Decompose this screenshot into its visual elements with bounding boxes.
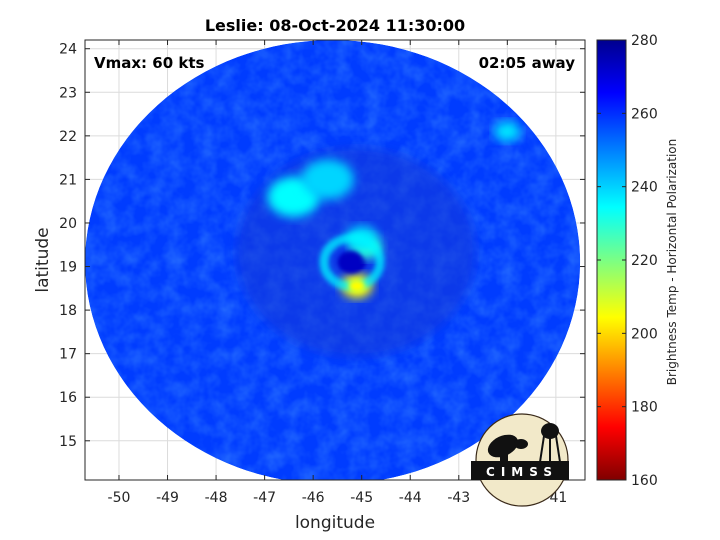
outer-band-northwest-cell [301, 159, 354, 200]
y-tick-label: 23 [59, 85, 77, 101]
y-tick-label: 16 [59, 390, 77, 406]
colorbar-bar [596, 39, 627, 481]
time-offset-annotation: 02:05 away [479, 54, 576, 72]
colorbar: 160 180 200 220 240 260 280 Brightness Temp - … [596, 33, 679, 489]
small-cell-northeast-cell [494, 121, 521, 142]
y-tick-label: 18 [59, 303, 77, 319]
colorbar-ticks: 160 180 200 220 240 260 280 [597, 33, 658, 489]
colorbar-tick-label: 280 [631, 33, 658, 49]
eyewall-hotspot [348, 280, 365, 293]
colorbar-tick-label: 200 [631, 326, 658, 342]
colorbar-tick-label: 180 [631, 400, 658, 416]
x-tick-label: -43 [447, 490, 470, 506]
colorbar-label: Brightness Temp - Horizontal Polarizatio… [665, 139, 679, 386]
y-tick-label: 20 [59, 216, 77, 232]
y-tick-label: 15 [59, 434, 77, 450]
colorbar-tick-label: 220 [631, 253, 658, 269]
x-axis-title: longitude [295, 513, 375, 533]
cimss-logo-text: CIMSS [486, 465, 558, 479]
colorbar-tick-label: 260 [631, 106, 658, 122]
brightness-temp-field [85, 40, 581, 480]
x-tick-label: -49 [156, 490, 179, 506]
y-axis: 15 16 17 18 19 20 21 22 23 24 [59, 42, 585, 450]
y-tick-label: 22 [59, 129, 77, 145]
y-axis-title: latitude [33, 227, 53, 292]
y-tick-label: 17 [59, 347, 77, 363]
y-tick-label: 21 [59, 172, 77, 188]
y-tick-label: 19 [59, 260, 77, 276]
swath-disc [85, 40, 581, 480]
colorbar-tick-label: 160 [631, 473, 658, 489]
y-tick-label: 24 [59, 42, 77, 58]
eye-core [340, 251, 363, 274]
cimss-logo: CIMSS [471, 413, 569, 507]
chart-title: Leslie: 08-Oct-2024 11:30:00 [205, 16, 465, 35]
x-tick-label: -44 [399, 490, 422, 506]
vmax-annotation: Vmax: 60 kts [94, 54, 204, 72]
x-tick-label: -48 [205, 490, 228, 506]
axes-frame [84, 39, 586, 481]
colorbar-tick-label: 240 [631, 180, 658, 196]
x-tick-label: -50 [108, 490, 131, 506]
x-tick-label: -45 [350, 490, 373, 506]
x-axis: -50-49-48-47-46-45-44-43-42-41 [108, 40, 567, 506]
x-tick-label: -47 [253, 490, 276, 506]
x-tick-label: -46 [302, 490, 325, 506]
